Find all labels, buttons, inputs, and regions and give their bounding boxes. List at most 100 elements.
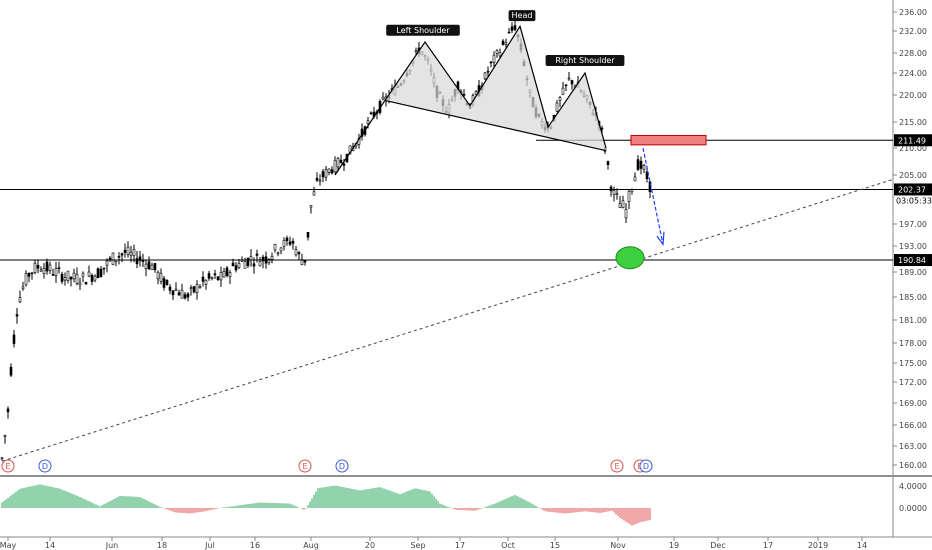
support-level-label-bg — [894, 254, 932, 267]
candle-body — [192, 286, 196, 293]
candle-body — [219, 272, 223, 281]
neckline[interactable] — [384, 99, 607, 152]
candle-body — [123, 249, 127, 253]
earnings-marker[interactable] — [1, 459, 15, 473]
candle-body — [303, 260, 307, 263]
candle-body — [288, 241, 292, 245]
candle-body — [129, 251, 133, 256]
candle-body — [180, 289, 184, 299]
candle-body — [294, 249, 298, 256]
candle-body — [12, 334, 16, 344]
candle-body — [627, 191, 631, 202]
candle-body — [138, 256, 142, 261]
candle-body — [141, 260, 145, 262]
candle-body — [207, 273, 211, 279]
candle-body — [168, 286, 172, 291]
earnings-marker-label: E — [614, 462, 619, 471]
candle-body — [636, 159, 640, 170]
candle-body — [246, 257, 250, 266]
candle-body — [159, 272, 163, 282]
candle-body — [318, 179, 322, 182]
candle-body — [15, 314, 19, 317]
candle-body — [27, 273, 31, 277]
candle-body — [21, 286, 25, 290]
dividend-marker[interactable] — [38, 459, 52, 473]
candle-body — [570, 80, 574, 85]
time-tick-label: Jul — [204, 541, 215, 550]
price-tick-label: 166.00 — [899, 421, 927, 430]
earnings-marker[interactable] — [298, 459, 312, 473]
price-tick-label: 175.00 — [899, 359, 927, 368]
time-tick-label: 17 — [455, 541, 465, 550]
candle-body — [228, 272, 232, 278]
candle-body — [336, 158, 340, 168]
price-tick-label: 181.00 — [899, 316, 927, 325]
price-axis[interactable]: 236.00 232.00 228.00 224.00 220.00 215.00 210.… — [892, 0, 932, 537]
candle-body — [84, 282, 88, 285]
candle-body — [78, 282, 82, 286]
candle-body — [201, 276, 205, 282]
earnings-marker-label: E — [302, 462, 307, 471]
candle-body — [615, 193, 619, 195]
time-axis[interactable]: May 14 Jun 18 Jul 16 Aug 20 Sep 17 Oct 15 Nov 19 Dec 17… — [0, 536, 932, 550]
price-tick-label: 178.00 — [899, 339, 927, 348]
candle-body — [153, 263, 157, 271]
time-tick-label: 15 — [550, 541, 560, 550]
time-tick-label: Aug — [303, 541, 319, 550]
candle-body — [69, 276, 73, 280]
earnings-marker[interactable] — [610, 459, 624, 473]
pattern-label-bg — [545, 55, 625, 66]
candle-body — [126, 246, 130, 255]
dividend-marker[interactable] — [335, 459, 349, 473]
candle-body — [162, 278, 166, 288]
candle-body — [342, 163, 346, 166]
candle-body — [414, 49, 418, 52]
candle-body — [117, 256, 121, 258]
candle-body — [150, 264, 154, 271]
candle-body — [645, 171, 649, 179]
candle-body — [381, 96, 385, 100]
candle-body — [249, 256, 253, 261]
candle-body — [621, 200, 625, 209]
candle-body — [45, 261, 49, 272]
candle-body — [96, 268, 100, 279]
target-circle[interactable] — [615, 246, 645, 270]
oscillator-tick-label: 4.0000 — [899, 482, 927, 491]
price-tick-label: 232.00 — [899, 27, 927, 36]
candle-body — [510, 26, 514, 31]
candle-body — [132, 249, 136, 257]
time-tick-label: 20 — [365, 541, 375, 550]
time-tick-label: 17 — [763, 541, 773, 550]
price-tick-label: 189.00 — [899, 268, 927, 277]
candle-body — [348, 145, 352, 155]
dividend-marker[interactable] — [639, 459, 653, 473]
candle-body — [513, 25, 517, 30]
candle-body — [93, 275, 97, 281]
candle-body — [18, 297, 22, 303]
candle-body — [312, 191, 316, 196]
candle-body — [0, 457, 4, 460]
candle-body — [606, 161, 610, 166]
candle-body — [51, 274, 55, 276]
target-zone[interactable] — [630, 135, 707, 146]
last-price-label-bg — [894, 183, 932, 196]
candle-body — [252, 263, 256, 267]
ascending-trendline[interactable] — [1, 178, 894, 462]
price-tick-label: 205.00 — [899, 171, 927, 180]
pattern-label-bg — [508, 10, 536, 22]
candle-body — [60, 273, 64, 282]
candle-body — [498, 52, 502, 57]
candle-body — [558, 97, 562, 101]
candle-body — [633, 176, 637, 182]
head-shoulders-outline[interactable] — [334, 24, 607, 176]
candle-body — [33, 262, 37, 273]
candle-body — [186, 293, 190, 298]
candle-body — [261, 256, 265, 262]
price-tick-label: 185.00 — [899, 293, 927, 302]
projection-arrow[interactable] — [642, 147, 664, 245]
candle-body — [9, 366, 13, 376]
candle-body — [144, 263, 148, 269]
earnings-marker-label: E — [5, 462, 10, 471]
time-tick-label: Nov — [610, 541, 626, 550]
